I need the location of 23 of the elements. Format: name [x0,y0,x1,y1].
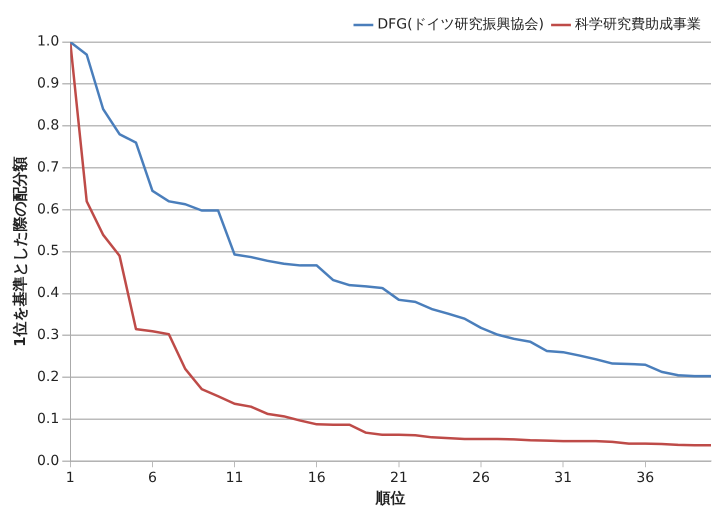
y-tick-label: 0.5 [37,243,60,260]
y-tick-label: 0.7 [37,159,60,176]
x-axis-title: 順位 [374,488,406,507]
x-tick-label: 31 [554,470,572,486]
y-tick-label: 0.3 [37,327,60,344]
x-tick-label: 26 [472,470,490,486]
y-tick-label: 0.2 [37,369,60,385]
y-tick-label: 1.0 [37,34,60,50]
legend-label: DFG(ドイツ研究振興協会) [377,16,544,33]
legend-label: 科学研究費助成事業 [575,16,701,33]
x-tick-label: 6 [148,470,157,486]
x-tick-label: 36 [636,470,654,486]
y-tick-label: 0.6 [37,201,60,218]
y-axis-title: 1位を基準とした際の配分額 [10,156,29,347]
x-tick-label: 21 [390,470,408,486]
x-tick-label: 11 [226,470,244,486]
y-tick-label: 0.8 [37,117,60,134]
y-tick-label: 0.1 [37,410,60,427]
x-tick-label: 1 [66,470,75,486]
y-tick-label: 0.9 [37,76,60,92]
y-tick-label: 0.4 [37,285,60,302]
y-tick-label: 0.0 [37,452,60,469]
x-tick-label: 16 [308,470,326,486]
